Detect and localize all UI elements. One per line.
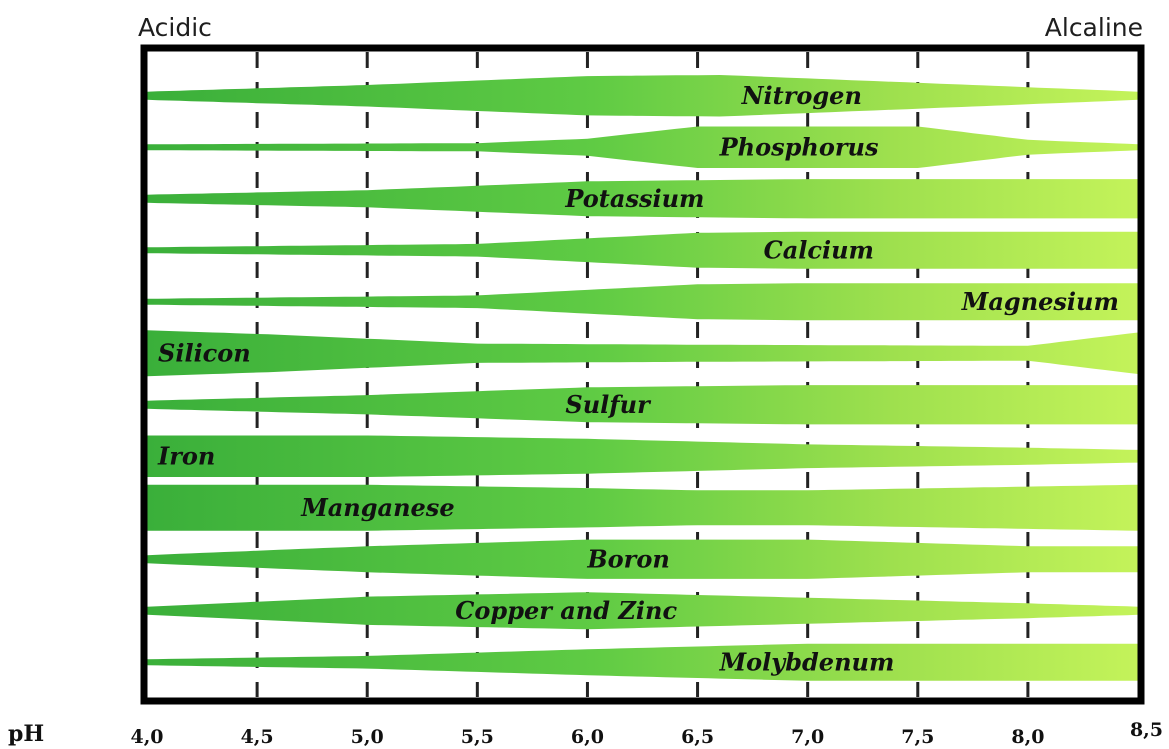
ph-tick-label: 7,0 [791,726,824,748]
band-phosphorus [147,126,1138,168]
label-boron: Boron [586,544,669,573]
ph-tick-label: 7,5 [901,726,934,748]
label-manganese: Manganese [300,493,454,522]
label-magnesium: Magnesium [961,287,1119,316]
label-potassium: Potassium [564,184,704,213]
label-molybdenum: Molybdenum [719,647,895,676]
label-sulfur: Sulfur [565,390,652,419]
band-copper-and-zinc [147,592,1138,630]
label-phosphorus: Phosphorus [719,132,879,161]
band-iron [147,435,1138,477]
band-manganese [147,484,1138,531]
ph-tick-labels: 4,0 4,5 5,0 5,5 6,0 6,5 7,0 7,5 8,0 8,5 [130,719,1163,748]
ph-tick-label: 4,5 [241,726,274,748]
ph-tick-label: 8,5 [1130,719,1163,741]
band-silicon [147,330,1138,377]
label-calcium: Calcium [764,235,874,264]
nutrient-labels: Nitrogen Phosphorus Potassium Calcium Magnes… [157,81,1119,676]
label-copper-and-zinc: Copper and Zinc [455,596,677,625]
ph-tick-label: 6,0 [571,726,604,748]
band-boron [147,539,1138,579]
ph-tick-label: 5,5 [461,726,494,748]
band-calcium [147,231,1138,269]
band-magnesium [147,283,1138,321]
ph-tick-label: 6,5 [681,726,714,748]
band-potassium [147,179,1138,219]
ph-tick-label: 8,0 [1011,726,1044,748]
ph-tick-label: 5,0 [351,726,384,748]
label-silicon: Silicon [158,338,251,367]
label-nitrogen: Nitrogen [741,81,862,110]
band-molybdenum [147,643,1138,681]
ph-tick-label: 4,0 [130,726,163,748]
nutrient-bands [147,75,1138,681]
acidic-label: Acidic [138,13,212,42]
alkaline-label: Alcaline [1045,13,1143,42]
band-sulfur [147,385,1138,425]
label-iron: Iron [157,441,215,470]
ph-axis-label: pH [8,721,44,747]
plot-frame [140,44,1145,705]
band-nitrogen [147,75,1138,117]
